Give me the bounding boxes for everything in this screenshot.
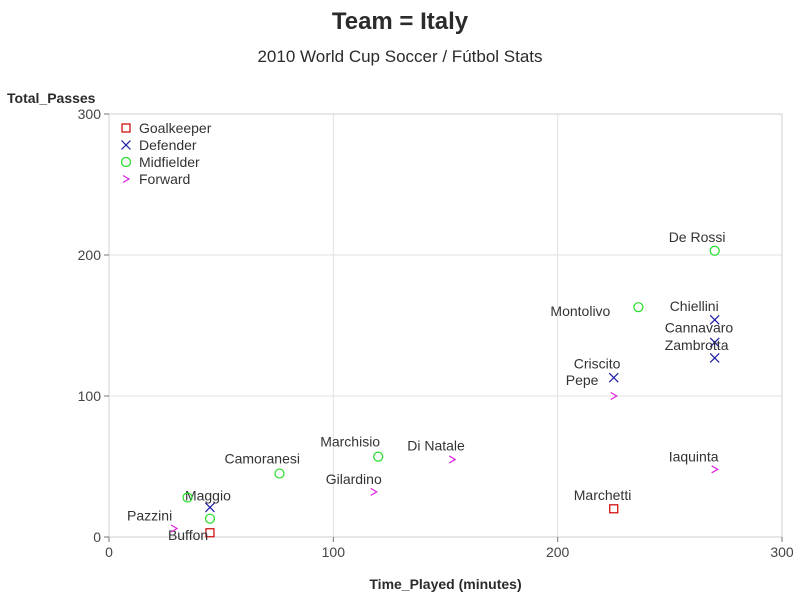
point-label: Iaquinta <box>669 448 719 464</box>
data-point-defender <box>709 353 720 363</box>
x-tick-label: 300 <box>770 544 794 560</box>
data-point-midfielder <box>182 492 193 503</box>
data-point-midfielder <box>709 245 720 256</box>
data-point-midfielder <box>274 468 285 479</box>
x-tick-label: 0 <box>105 544 113 560</box>
data-point-forward <box>370 487 378 496</box>
x-tick-label: 200 <box>546 544 570 560</box>
data-point-forward <box>170 524 179 533</box>
data-point-midfielder <box>373 451 384 462</box>
point-label: Zambrotta <box>665 337 729 353</box>
y-axis-label: Total_Passes <box>7 90 96 106</box>
legend-label-midfielder: Midfielder <box>139 154 200 170</box>
data-point-goalkeeper <box>205 528 215 538</box>
legend-label-defender: Defender <box>139 137 197 153</box>
data-point-defender <box>709 314 720 325</box>
point-label: Pazzini <box>127 508 172 524</box>
data-point-forward <box>448 455 457 464</box>
legend-marker-forward <box>122 174 131 184</box>
point-label: Marchetti <box>574 487 632 503</box>
y-tick-label: 200 <box>78 247 102 263</box>
point-label: Buffon <box>168 527 208 543</box>
point-label: Chiellini <box>670 298 719 314</box>
point-label: Pepe <box>566 372 599 388</box>
point-label: De Rossi <box>669 229 726 245</box>
y-tick-label: 0 <box>93 529 101 545</box>
plot-frame <box>108 113 783 538</box>
data-point-defender <box>205 502 215 513</box>
point-label: Criscito <box>574 356 621 372</box>
axis-ticks: 0 100 200 300 0 100 200 300 <box>78 106 794 560</box>
point-label: Montolivo <box>550 303 610 319</box>
chart-subtitle: 2010 World Cup Soccer / Fútbol Stats <box>257 47 543 66</box>
legend-label-forward: Forward <box>139 171 190 187</box>
y-tick-label: 100 <box>78 388 102 404</box>
data-points: Buffon Marchetti Maggio Criscito Chiellini Ca… <box>127 229 733 543</box>
point-label: Maggio <box>185 487 231 503</box>
legend-marker-midfielder <box>120 156 132 168</box>
point-label: Gilardino <box>326 471 382 487</box>
point-label: Cannavaro <box>665 319 734 335</box>
y-tick-label: 300 <box>78 106 102 122</box>
data-point-defender <box>709 337 720 348</box>
data-point-defender <box>608 372 619 383</box>
data-point-midfielder <box>633 302 644 313</box>
x-axis-label: Time_Played (minutes) <box>369 576 521 592</box>
data-point-forward <box>610 391 618 401</box>
point-label: Camoranesi <box>224 451 299 467</box>
data-point-goalkeeper <box>609 504 619 514</box>
data-point-midfielder <box>204 513 216 524</box>
point-label: Di Natale <box>407 437 465 453</box>
point-label: Marchisio <box>320 434 380 450</box>
legend-label-goalkeeper: Goalkeeper <box>139 120 212 136</box>
data-point-forward <box>711 465 719 474</box>
legend-marker-goalkeeper <box>121 123 131 133</box>
x-tick-label: 100 <box>322 544 346 560</box>
chart-title: Team = Italy <box>331 8 469 35</box>
legend-marker-defender <box>121 140 131 150</box>
